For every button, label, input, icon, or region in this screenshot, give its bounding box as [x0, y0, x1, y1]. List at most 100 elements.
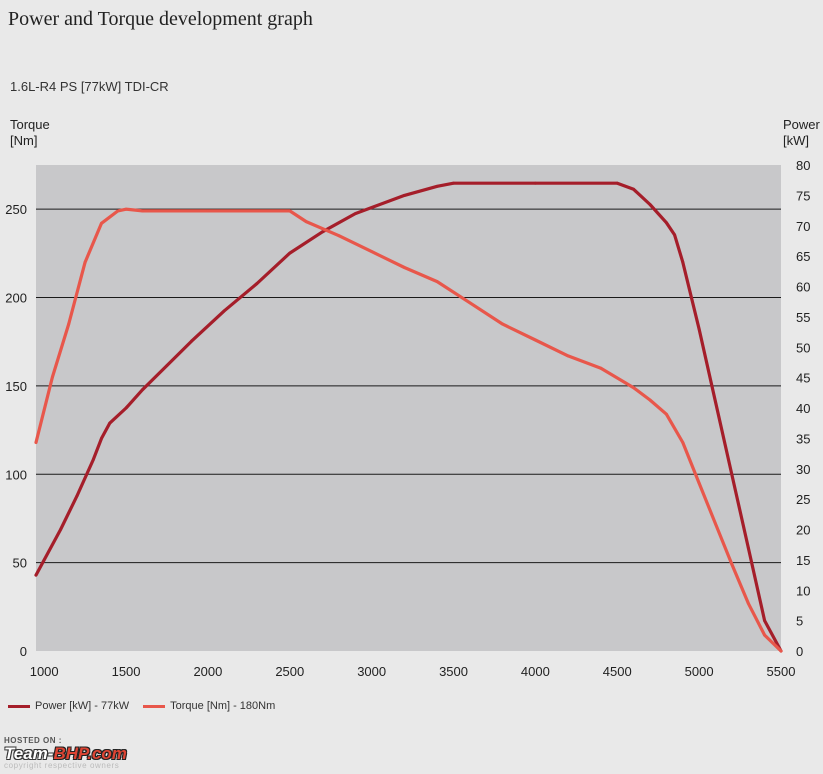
data-point-torque-17 — [534, 338, 537, 342]
data-point-power-5 — [100, 437, 103, 440]
data-point-torque-0 — [34, 441, 38, 444]
x-tick-label-4000: 4000 — [521, 664, 550, 679]
power-torque-chart: 0501001502002500510152025303540455055606… — [5, 158, 810, 679]
x-tick-label-5500: 5500 — [767, 664, 796, 679]
data-point-torque-6 — [124, 207, 128, 211]
data-point-torque-16 — [501, 322, 504, 326]
data-point-power-15 — [353, 212, 357, 216]
data-point-torque-21 — [648, 398, 652, 402]
page-title: Power and Torque development graph — [8, 8, 313, 30]
plot-area — [36, 165, 781, 651]
data-point-torque-29 — [779, 649, 783, 653]
data-point-power-12 — [255, 282, 259, 285]
data-point-power-16 — [403, 194, 406, 197]
data-point-power-7 — [124, 406, 128, 410]
data-point-torque-10 — [304, 220, 308, 224]
data-point-torque-26 — [730, 563, 734, 566]
data-point-torque-25 — [714, 522, 717, 526]
data-point-power-29 — [746, 546, 750, 550]
x-tick-label-3500: 3500 — [439, 664, 468, 679]
x-tick-label-4500: 4500 — [603, 664, 632, 679]
right-axis-title-unit: [kW] — [783, 133, 809, 148]
data-point-torque-3 — [83, 260, 87, 264]
data-point-power-6 — [108, 421, 112, 425]
watermark-logo-team: Team- — [4, 744, 54, 763]
legend-item-power: Power [kW] - 77kW — [8, 700, 129, 712]
right-tick-label-40: 40 — [796, 401, 810, 416]
x-tick-label-3000: 3000 — [357, 664, 386, 679]
data-point-power-1 — [42, 558, 46, 562]
right-tick-label-30: 30 — [796, 462, 810, 477]
legend-label-power: Power [kW] - 77kW — [35, 700, 130, 712]
left-tick-label-150: 150 — [5, 379, 27, 394]
right-tick-label-20: 20 — [796, 523, 810, 538]
data-point-torque-2 — [67, 322, 71, 326]
data-point-power-23 — [665, 221, 668, 225]
data-point-power-4 — [91, 458, 95, 461]
right-tick-label-5: 5 — [796, 614, 803, 629]
legend-swatch-torque — [143, 704, 166, 708]
right-tick-label-0: 0 — [796, 644, 803, 659]
x-tick-label-2500: 2500 — [275, 664, 304, 679]
x-tick-label-5000: 5000 — [685, 664, 714, 679]
right-tick-label-55: 55 — [796, 310, 810, 325]
data-point-torque-5 — [116, 209, 120, 213]
engine-subtitle: 1.6L-R4 PS [77kW] TDI-CR — [10, 79, 169, 94]
data-point-torque-9 — [288, 209, 292, 213]
data-point-power-3 — [75, 494, 79, 498]
right-tick-label-35: 35 — [796, 431, 810, 446]
chart-legend: Power [kW] - 77kW Torque [Nm] - 180Nm — [8, 700, 289, 712]
right-axis-title-name: Power — [783, 117, 820, 132]
data-point-power-24 — [673, 233, 676, 237]
right-tick-label-25: 25 — [796, 492, 810, 507]
data-point-power-14 — [321, 230, 324, 234]
left-tick-label-0: 0 — [20, 644, 27, 659]
data-point-torque-20 — [632, 386, 635, 390]
data-point-torque-14 — [435, 280, 439, 283]
data-point-power-18 — [452, 181, 455, 185]
right-tick-label-50: 50 — [796, 340, 810, 355]
watermark-logo: Team-BHP.com — [4, 745, 194, 763]
data-point-power-26 — [697, 327, 701, 331]
x-tick-label-1500: 1500 — [112, 664, 141, 679]
data-point-torque-27 — [746, 601, 750, 605]
watermark-logo-bhp: BHP — [53, 744, 88, 763]
series-line-torque — [34, 207, 783, 653]
data-point-power-19 — [534, 181, 537, 185]
right-tick-label-60: 60 — [796, 280, 810, 295]
data-point-power-13 — [288, 251, 292, 255]
data-point-torque-11 — [337, 234, 341, 238]
data-point-torque-18 — [566, 354, 570, 358]
right-tick-label-80: 80 — [796, 158, 810, 173]
legend-item-torque: Torque [Nm] - 180Nm — [143, 700, 275, 712]
x-tick-label-1000: 1000 — [30, 664, 59, 679]
watermark-logo-com: .com — [87, 744, 127, 763]
data-point-power-9 — [165, 364, 169, 367]
data-point-power-8 — [141, 388, 144, 392]
right-tick-label-75: 75 — [796, 188, 810, 203]
data-point-power-21 — [632, 187, 635, 191]
data-point-torque-15 — [468, 301, 472, 305]
right-tick-label-10: 10 — [796, 583, 810, 598]
left-tick-label-100: 100 — [5, 467, 27, 482]
data-point-power-0 — [34, 573, 38, 577]
data-point-power-10 — [190, 339, 193, 343]
data-point-torque-12 — [370, 250, 374, 254]
left-tick-label-200: 200 — [5, 291, 27, 306]
data-point-torque-7 — [141, 209, 144, 213]
right-tick-label-65: 65 — [796, 249, 810, 264]
x-tick-label-2000: 2000 — [193, 664, 222, 679]
watermark: HOSTED ON : Team-BHP.com copyright respe… — [4, 736, 194, 772]
left-axis-title-name: Torque — [10, 117, 50, 132]
right-axis-title: Power [kW] — [783, 117, 820, 149]
watermark-hosted-on: HOSTED ON : — [4, 736, 62, 745]
data-point-torque-13 — [403, 266, 406, 269]
data-point-power-17 — [435, 184, 439, 188]
data-point-power-2 — [59, 528, 62, 531]
right-tick-label-45: 45 — [796, 371, 810, 386]
data-point-torque-19 — [599, 366, 603, 370]
data-point-power-22 — [648, 203, 652, 206]
left-axis-title-unit: [Nm] — [10, 133, 38, 148]
legend-label-torque: Torque [Nm] - 180Nm — [170, 700, 276, 712]
data-point-torque-23 — [681, 441, 685, 444]
